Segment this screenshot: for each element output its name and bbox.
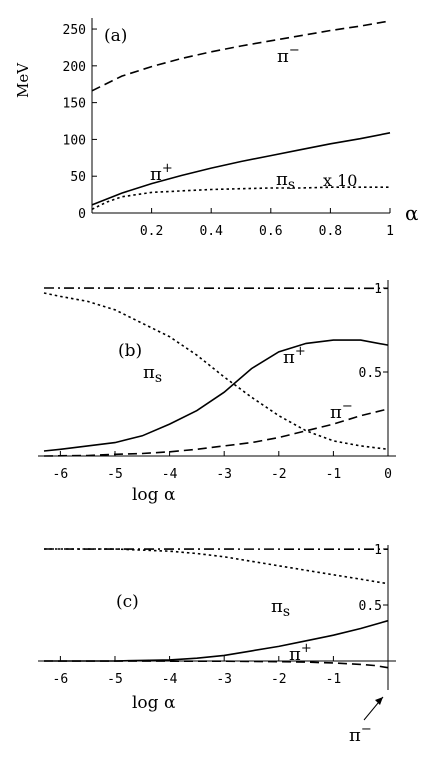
panel-b-ytick-label: 0.5: [359, 366, 382, 381]
panel-c: (c) log α πs π+ π− -6 -5 -4 -3 -2 -10.51: [38, 543, 396, 746]
a-pi-s-sym: π: [276, 169, 288, 190]
panel-c-ytick-label: 1: [374, 543, 382, 558]
c-pi-plus-sup: +: [301, 641, 312, 656]
c-pi-minus-label: π−: [349, 722, 372, 746]
panel-b-xlabel: log α: [132, 485, 176, 505]
panel-b-xtick-label: -5: [107, 467, 123, 482]
panel-b-xtick-label: -2: [271, 467, 287, 482]
panel-a-xtick-label: 0.6: [259, 224, 282, 239]
panel-a-ytick-label: 200: [63, 60, 86, 75]
panel-a-xtick-label: 1: [386, 224, 394, 239]
panel-a-series-+: [91, 132, 391, 206]
b-pi-s-sub: s: [155, 370, 162, 386]
panel-b-series-−: [43, 408, 389, 457]
b-pi-plus-label: π+: [283, 344, 306, 368]
panel-a-ytick-label: 100: [63, 133, 86, 148]
panel-a-label: (a): [104, 26, 127, 46]
panel-b-xtick-label: -4: [162, 467, 178, 482]
panel-c-xtick-label: -4: [162, 672, 178, 687]
panel-a-ytick-label: 50: [70, 170, 86, 185]
panel-c-series-+: [44, 619, 389, 662]
b-pi-plus-sym: π: [283, 347, 295, 368]
panel-c-series-−: [43, 660, 389, 669]
a-pi-plus-sym: π: [150, 164, 162, 185]
panel-b-series-+: [43, 339, 389, 452]
a-pi-minus-sup: −: [289, 43, 300, 58]
b-pi-s-sym: π: [143, 362, 155, 383]
panel-a-xtick-label: 0.8: [319, 224, 342, 239]
a-pi-minus-label: π−: [277, 43, 300, 67]
panel-b-series-s: [43, 292, 389, 451]
a-pi-s-sub: s: [288, 177, 295, 193]
c-pi-plus-label: π+: [289, 641, 312, 665]
panel-b: (b) log α πs π+ π− -6 -5 -4 -3 -2 -1 00.51: [38, 280, 396, 505]
a-pi-s-label: πs: [276, 169, 295, 193]
b-pi-minus-sym: π: [330, 402, 342, 423]
panel-a: (a) MeV α π− π+ πs x 10 0.2 0.4 0.6 0.8 1050…: [14, 18, 419, 239]
panel-c-xtick-label: -5: [107, 672, 123, 687]
c-pi-s-sub: s: [283, 604, 290, 620]
panel-a-xtick-label: 0.4: [199, 224, 223, 239]
panel-a-ytick-label: 0: [78, 207, 86, 222]
panel-c-xlabel: log α: [132, 693, 176, 713]
panel-a-ylabel: MeV: [14, 62, 32, 98]
panel-c-xtick-label: -1: [326, 672, 342, 687]
panel-c-label: (c): [116, 592, 139, 612]
b-pi-plus-sup: +: [295, 344, 306, 359]
panel-a-ytick-label: 150: [63, 97, 86, 112]
panel-a-series-s: [91, 186, 390, 211]
panel-a-ytick-label: 250: [63, 23, 86, 38]
panel-c-xtick-label: -3: [216, 672, 232, 687]
panel-c-xtick-label: -2: [271, 672, 287, 687]
c-pi-s-sym: π: [271, 596, 283, 617]
a-times10-label: x 10: [323, 171, 357, 190]
panel-b-xtick-label: 0: [384, 467, 392, 482]
panel-b-xtick-label: -1: [326, 467, 342, 482]
c-pi-s-label: πs: [271, 596, 290, 620]
panel-a-xlabel: α: [405, 201, 419, 225]
panel-c-xtick-label: -6: [53, 672, 69, 687]
panel-b-label: (b): [118, 341, 142, 361]
panel-c-ytick-label: 0.5: [359, 599, 382, 614]
a-pi-plus-sup: +: [162, 161, 173, 176]
c-pi-minus-arrowhead: [375, 697, 383, 705]
b-pi-minus-label: π−: [330, 399, 353, 423]
panel-a-xtick-label: 0.2: [140, 224, 163, 239]
panel-a-series-−: [91, 20, 391, 92]
a-pi-plus-label: π+: [150, 161, 173, 185]
panel-c-series-s: [44, 548, 389, 585]
a-pi-minus-sym: π: [277, 46, 289, 67]
b-pi-s-label: πs: [143, 362, 162, 386]
b-pi-minus-sup: −: [342, 399, 353, 414]
panel-b-xtick-label: -3: [216, 467, 232, 482]
c-pi-plus-sym: π: [289, 644, 301, 665]
panel-b-ytick-label: 1: [374, 282, 382, 297]
panel-b-xtick-label: -6: [53, 467, 69, 482]
c-pi-minus-sym: π: [349, 725, 361, 746]
c-pi-minus-sup: −: [361, 722, 372, 737]
